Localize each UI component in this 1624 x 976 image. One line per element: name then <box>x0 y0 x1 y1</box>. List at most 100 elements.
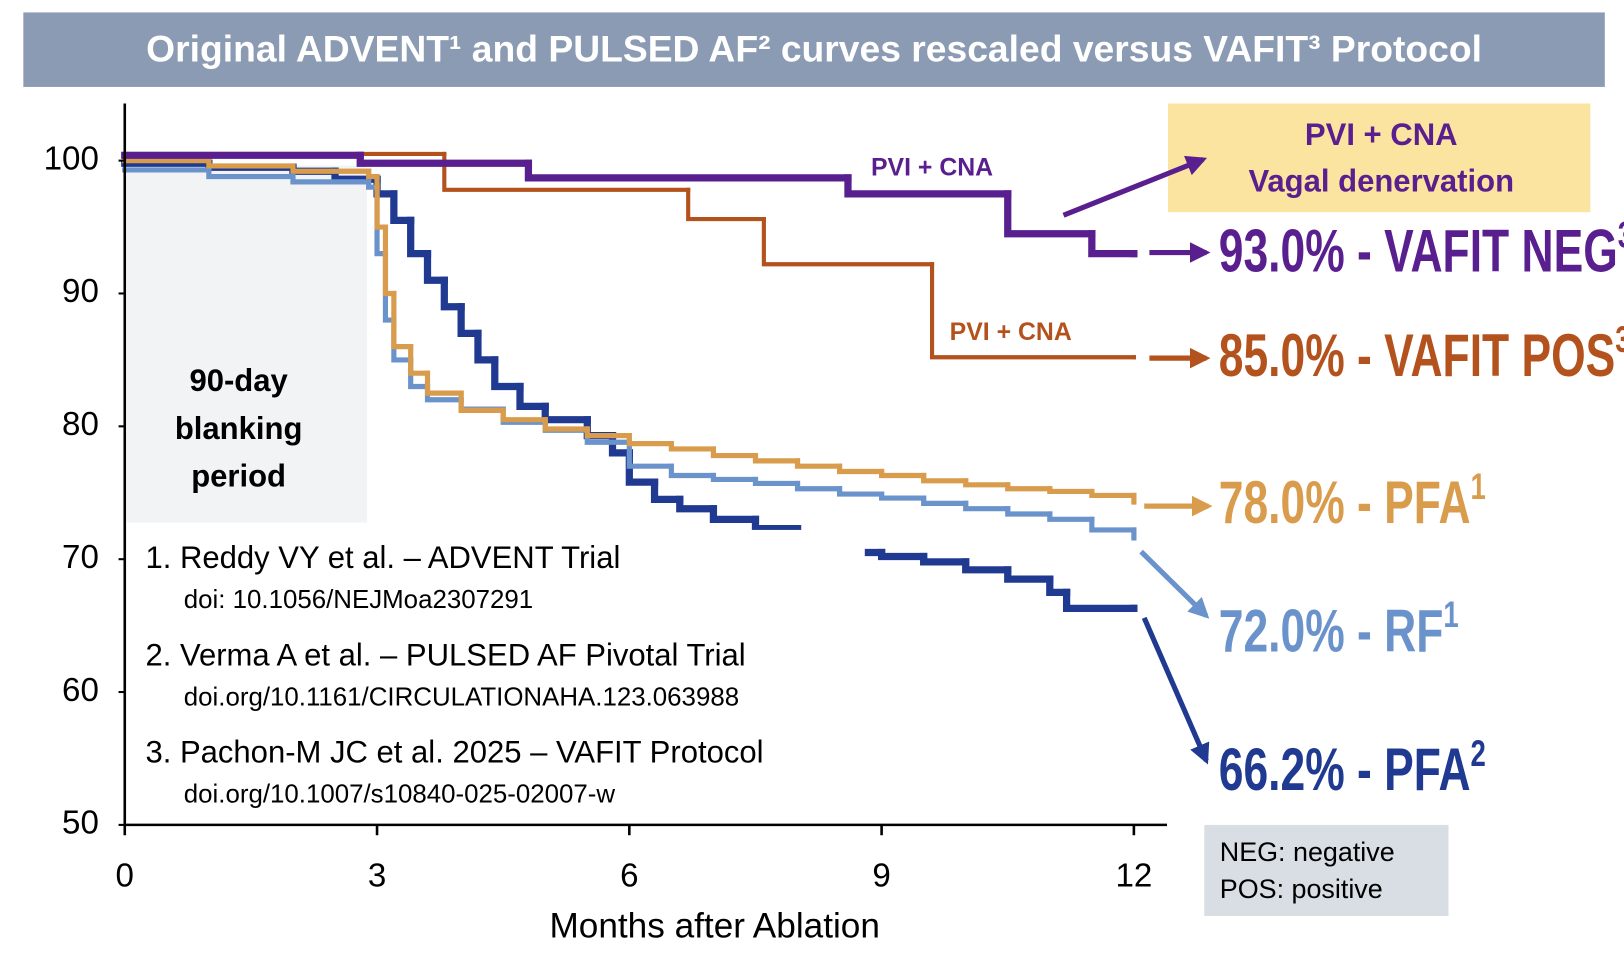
curve-step <box>366 168 380 180</box>
title-bar <box>23 12 1605 87</box>
end-label-text: 93.0% - VAFIT NEG <box>1219 218 1618 285</box>
x-tick-label: 0 <box>116 857 134 894</box>
curve-step <box>668 441 717 452</box>
curve-step <box>1047 486 1095 495</box>
end-label: 78.0% - PFA1 <box>1219 464 1486 536</box>
end-label-text: 66.2% - PFA <box>1219 737 1471 804</box>
x-tick-label: 9 <box>872 857 890 894</box>
y-tick-label: 80 <box>62 406 99 443</box>
curve-step <box>440 276 465 311</box>
curve-step <box>686 187 766 222</box>
end-label: 66.2% - PFA2 <box>1219 731 1486 803</box>
curve-step <box>751 515 802 533</box>
curve-step <box>752 476 801 487</box>
highlight-text: Vagal denervation <box>1248 163 1514 198</box>
curve-step <box>290 173 372 185</box>
curve-step <box>921 495 969 506</box>
x-tick-label: 12 <box>1115 857 1152 894</box>
curve-step <box>668 463 717 479</box>
blanking-text: period <box>191 458 286 493</box>
curve-step <box>1089 488 1137 499</box>
notes-box <box>1204 824 1449 916</box>
curve-step <box>962 558 1012 574</box>
end-label: 72.0% - RF1 <box>1219 593 1459 665</box>
end-label: 93.0% - VAFIT NEG3 <box>1219 213 1624 285</box>
curve-step <box>390 190 415 225</box>
curve-step <box>626 433 674 447</box>
note: NEG: negative <box>1220 837 1395 867</box>
curve-step <box>794 480 843 492</box>
blanking-text: 90-day <box>189 363 288 398</box>
curve-step <box>836 486 885 497</box>
reference-doi: doi: 10.1056/NEJMoa2307291 <box>184 586 533 614</box>
curve-step <box>290 163 372 174</box>
curve-step <box>524 159 852 182</box>
curve-step <box>1088 230 1138 258</box>
annotation: PVI + CNA <box>871 154 993 181</box>
curve-step <box>408 344 431 376</box>
curve-step <box>709 505 760 523</box>
end-label-text: 78.0% - PFA <box>1219 470 1471 537</box>
curve-step <box>1047 511 1095 522</box>
highlight-text: PVI + CNA <box>1305 117 1458 152</box>
curve-step <box>541 402 591 424</box>
end-label-text: 85.0% - VAFIT POS <box>1219 323 1616 390</box>
curve-step <box>879 491 927 501</box>
curve-step <box>1089 516 1137 533</box>
curve-step <box>676 495 718 513</box>
x-tick-label: 3 <box>368 857 386 894</box>
curve-step <box>491 356 524 391</box>
end-label-sup: 3 <box>1618 213 1624 255</box>
curve-step <box>442 151 691 192</box>
box-arrow <box>1062 155 1208 218</box>
plot <box>121 151 1138 612</box>
end-label-text: 72.0% - RF <box>1219 598 1444 665</box>
curve-step <box>424 370 464 396</box>
curve-step <box>206 158 296 169</box>
x-axis-label: Months after Ablation <box>549 907 879 946</box>
y-tick-label: 70 <box>62 539 99 576</box>
reference-citation: 1. Reddy VY et al. – ADVENT Trial <box>145 540 620 575</box>
curve-step <box>356 151 533 167</box>
end-label-sup: 3 <box>1615 317 1624 359</box>
curve-step <box>407 216 432 258</box>
curve-step <box>458 397 506 412</box>
curve-step <box>1046 575 1071 597</box>
curve-step <box>921 472 969 484</box>
x-tick-label: 6 <box>620 857 638 894</box>
curve-step <box>1004 190 1096 238</box>
annotation: PVI + CNA <box>950 319 1072 346</box>
end-label-sup: 1 <box>1443 593 1458 635</box>
end-arrow <box>1141 616 1210 765</box>
curve-step <box>366 179 380 190</box>
curve-step <box>374 173 389 230</box>
curve-step <box>963 500 1011 512</box>
reference-doi: doi.org/10.1161/CIRCULATIONAHA.123.06398… <box>184 683 739 711</box>
curve-step <box>584 426 632 439</box>
curve-step <box>963 478 1011 488</box>
curve-step <box>1005 482 1053 492</box>
curve-step <box>752 452 801 464</box>
curve-step <box>879 468 927 479</box>
note: POS: positive <box>1220 874 1383 904</box>
end-arrow <box>1139 549 1210 619</box>
curve-step <box>516 382 549 411</box>
curve-step <box>920 552 970 566</box>
y-tick-label: 100 <box>44 140 99 177</box>
y-tick-label: 60 <box>62 672 99 709</box>
curve-step <box>458 390 506 413</box>
curve-step <box>836 463 885 475</box>
curve-step <box>844 174 1012 198</box>
curve-step <box>1004 566 1054 583</box>
curve-step <box>500 407 548 423</box>
reference-doi: doi.org/10.1007/s10840-025-02007-w <box>184 781 616 809</box>
curve-step <box>761 217 935 267</box>
blanking-text: blanking <box>175 411 303 446</box>
curve-step <box>710 472 759 483</box>
blanking-region <box>126 165 367 523</box>
curve-step <box>382 224 397 297</box>
curve-step <box>457 303 482 337</box>
y-tick-label: 50 <box>62 805 99 842</box>
